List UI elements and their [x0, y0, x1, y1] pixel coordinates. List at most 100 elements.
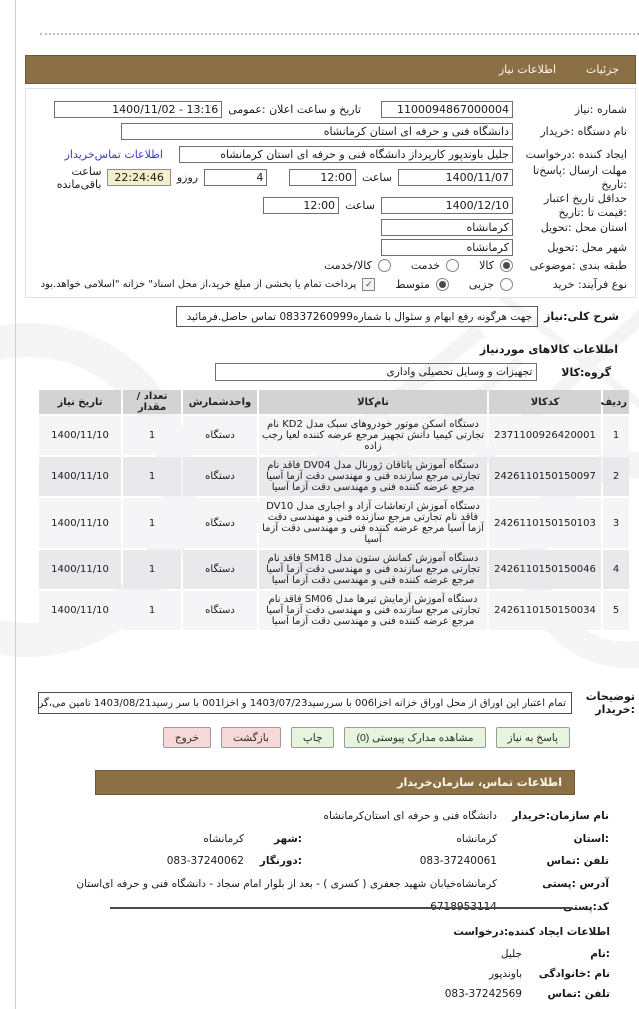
radio-medium-label: متوسط — [395, 278, 430, 292]
view-attachments-button[interactable]: مشاهده مدارک پیوستی (0) — [344, 727, 486, 748]
need-number-row: شماره :نیاز 1100094867000004 تاریخ و ساع… — [34, 101, 627, 118]
cell-unit: دستگاه — [183, 457, 257, 496]
buyer-notes-row: توضیحات :خریدار تمام اعتبار این اوراق از… — [38, 690, 635, 716]
request-creator-header: اطلاعات ایجاد کننده:درخواست — [453, 926, 610, 938]
cell-name: دستگاه آموزش ارتعاشات آزاد و اجباری مدل … — [259, 498, 487, 548]
buyer-notes-label: توضیحات :خریدار — [585, 690, 635, 717]
radio-medium[interactable] — [435, 278, 449, 292]
delivery-city-label: شهر محل :تحویل — [547, 240, 627, 254]
delivery-province-row: استان محل :تحویل کرمانشاه — [34, 219, 627, 236]
validity-time-field[interactable]: 12:00 — [263, 197, 340, 215]
contact-city-value: کرمانشاه — [203, 832, 244, 845]
table-row: 1 2371100926420001 دستگاه اسکن موتور خود… — [39, 416, 629, 455]
contact-org-label: نام سازمان:خریدار — [512, 810, 609, 822]
buyer-contact-link[interactable]: اطلاعات تماس‌خریدار — [64, 148, 163, 161]
cell-date: 1400/11/10 — [39, 457, 121, 496]
deadline-hour-label: ساعت — [362, 171, 392, 185]
cell-qty: 1 — [123, 498, 181, 548]
creator-name-value: جلیل — [500, 948, 522, 960]
print-button[interactable]: چاپ — [290, 727, 335, 748]
buyer-org-label: نام دستگاه :خریدار — [540, 124, 627, 138]
validity-hour-label: ساعت — [345, 199, 375, 213]
radio-service[interactable] — [446, 259, 460, 273]
radio-goods-service[interactable] — [377, 259, 391, 273]
cell-row: 2 — [603, 457, 629, 496]
page-left-rule — [15, 0, 16, 1009]
creator-family-label: نام :خانوادگی — [538, 968, 610, 980]
goods-group-row: گروه:کالا تجهیزات و وسایل تحصیلی واداری — [215, 363, 611, 381]
table-row: 3 2426110150150103 دستگاه آموزش ارتعاشات… — [39, 498, 629, 548]
col-need-date: تاریخ نیاز — [39, 390, 121, 414]
cell-row: 5 — [603, 591, 629, 630]
cell-row: 3 — [603, 498, 629, 548]
cell-date: 1400/11/10 — [39, 550, 121, 589]
deadline-date-field[interactable]: 1400/11/07 — [397, 169, 513, 187]
tab-need-info[interactable]: اطلاعات نیاز — [498, 63, 557, 76]
top-dotted-divider — [40, 33, 639, 35]
contact-phone-label: تلفن :تماس — [546, 855, 609, 868]
deadline-time-field[interactable]: 12:00 — [289, 169, 357, 187]
delivery-province-label: استان محل :تحویل — [540, 220, 627, 234]
need-number-label: شماره :نیاز — [574, 102, 627, 116]
cell-unit: دستگاه — [183, 416, 257, 455]
contact-province-value: کرمانشاه — [456, 832, 497, 845]
countdown-timer: 22:24:46 — [107, 169, 171, 187]
cell-date: 1400/11/10 — [39, 591, 121, 630]
contact-org-value: دانشگاه فنی و حرفه ای استان‌کرمانشاه — [323, 810, 497, 822]
days-remaining-field[interactable]: 4 — [204, 169, 268, 187]
cell-name: دستگاه اسکن موتور خودروهای سبک مدل KD2 ن… — [259, 416, 487, 455]
creator-family-value: باوندپور — [488, 968, 522, 980]
radio-partial[interactable] — [500, 278, 513, 292]
delivery-province-field[interactable]: کرمانشاه — [381, 219, 513, 236]
buyer-org-field[interactable]: دانشگاه فنی و حرفه ای استان کرمانشاه — [121, 123, 513, 140]
contact-city-label: :شهر — [274, 832, 302, 845]
radio-goods-service-label: کالا/خدمت — [324, 259, 372, 273]
need-description-row: شرح کلی:نیاز جهت هرگونه رفع ابهام و سئوا… — [18, 306, 619, 327]
cell-qty: 1 — [123, 416, 181, 455]
contact-address-label: آدرس :پستی — [542, 877, 609, 890]
cell-code: 2426110150150034 — [489, 591, 601, 630]
classification-label: طبقه بندی :موضوعی — [529, 259, 627, 272]
contact-fax-label: :دورنگار — [259, 855, 302, 868]
need-description-label: شرح کلی:نیاز — [544, 310, 619, 323]
goods-group-field[interactable]: تجهیزات و وسایل تحصیلی واداری — [215, 363, 538, 381]
creator-name-row: :نام جلیل — [370, 948, 610, 960]
cell-unit: دستگاه — [183, 498, 257, 548]
treasury-checkbox[interactable]: ✓ — [362, 278, 376, 292]
need-description-field[interactable]: جهت هرگونه رفع ابهام و سئوال با شماره083… — [176, 306, 539, 327]
goods-table: ردیف کدکالا نام‌کالا واحدشمارش تعداد / م… — [37, 388, 631, 632]
exit-button[interactable]: خروج — [162, 727, 211, 748]
contact-postal-row: کد:پستی 6718953114 — [70, 901, 609, 915]
days-label: روزو — [176, 171, 199, 185]
contact-org-row: نام سازمان:خریدار دانشگاه فنی و حرفه ای … — [70, 810, 609, 824]
contact-phone-fax-row: تلفن :تماس 083-37240061 :دورنگار 083-372… — [70, 855, 609, 869]
contact-province-label: :استان — [573, 832, 609, 845]
cell-qty: 1 — [123, 550, 181, 589]
cell-name: دستگاه آموزش آزمایش تیرها مدل SM06 فاقد … — [259, 591, 487, 630]
request-creator-row: ایجاد کننده :درخواست جلیل باوندپور کارپر… — [34, 146, 627, 163]
request-creator-field[interactable]: جلیل باوندپور کارپرداز دانشگاه فنی و حرف… — [179, 146, 513, 163]
radio-goods[interactable] — [500, 259, 513, 273]
respond-to-need-button[interactable]: پاسخ به نیاز — [495, 727, 570, 748]
col-row-number: ردیف — [600, 390, 629, 414]
delivery-city-field[interactable]: کرمانشاه — [381, 239, 513, 256]
tab-details[interactable]: جزئیات — [586, 63, 619, 76]
col-item-name: نام‌کالا — [259, 390, 487, 414]
cell-unit: دستگاه — [183, 550, 257, 589]
action-buttons: پاسخ به نیاز مشاهده مدارک پیوستی (0) چاپ… — [162, 727, 570, 748]
announce-datetime-field[interactable]: 1400/11/02 - 13:16 — [54, 101, 223, 118]
contact-postal-value: 6718953114 — [70, 901, 497, 915]
price-validity-label: حداقل تاریخ اعتبار :قیمت تا :تاریخ — [543, 192, 627, 219]
cell-code: 2426110150150097 — [489, 457, 601, 496]
buyer-notes-field[interactable]: تمام اعتبار این اوراق از محل اوراق خزانه… — [38, 692, 572, 715]
cell-name: دستگاه آموزش یاتاقان ژورنال مدل DV04 فاق… — [259, 457, 487, 496]
remaining-hours-label: ساعت باقی‌مانده — [56, 164, 102, 191]
process-type-row: نوع فرآیند: خرید جزیی متوسط ✓ پرداخت تما… — [34, 278, 627, 292]
request-creator-label: ایجاد کننده :درخواست — [525, 147, 627, 161]
goods-group-label: گروه:کالا — [561, 365, 611, 379]
cell-qty: 1 — [123, 457, 181, 496]
need-number-field[interactable]: 1100094867000004 — [381, 101, 513, 118]
back-button[interactable]: بازگشت — [221, 727, 281, 748]
validity-date-field[interactable]: 1400/12/10 — [381, 197, 513, 215]
